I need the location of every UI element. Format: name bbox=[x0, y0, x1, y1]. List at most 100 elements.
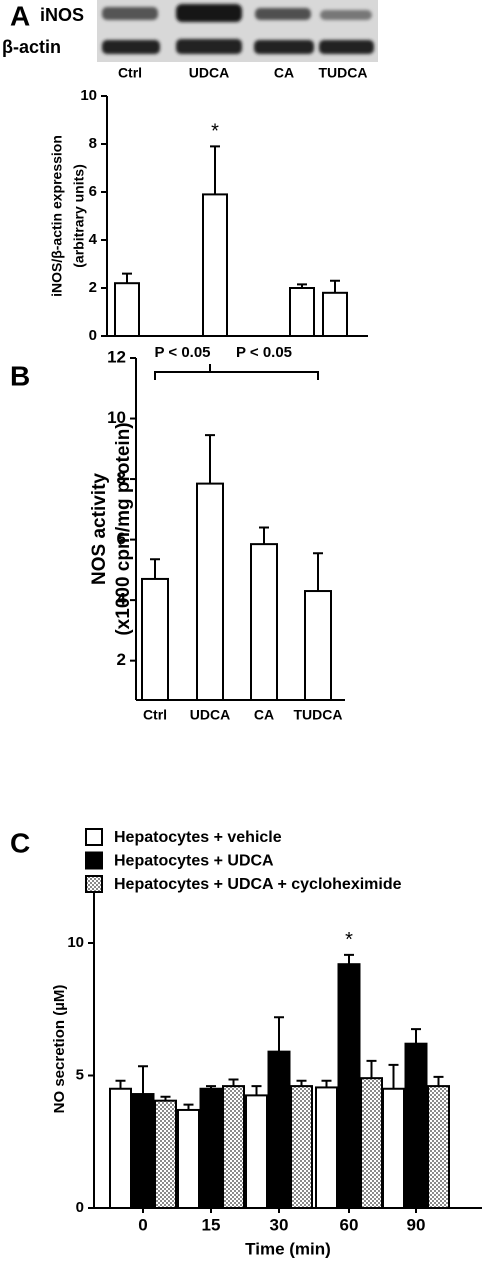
y-tick-label: 4 bbox=[89, 231, 98, 248]
x-tick-label: UDCA bbox=[189, 65, 229, 81]
error-bar bbox=[206, 1085, 216, 1089]
y-tick-label: 5 bbox=[76, 1066, 84, 1083]
blot-band bbox=[254, 40, 314, 54]
bar bbox=[245, 1094, 268, 1209]
panel-label: C bbox=[10, 827, 30, 858]
x-tick-label: CA bbox=[274, 65, 294, 81]
y-axis-label: NO secretion (µM) bbox=[51, 985, 68, 1114]
bar bbox=[141, 577, 169, 701]
x-axis-label: Time (min) bbox=[245, 1239, 331, 1258]
error-bar bbox=[433, 1075, 444, 1087]
significance-label: P < 0.05 bbox=[154, 344, 210, 361]
significance-label: P < 0.05 bbox=[236, 344, 292, 361]
error-bar bbox=[259, 526, 269, 545]
panel-label: B bbox=[10, 360, 30, 391]
legend-label: Hepatocytes + UDCA + cycloheximide bbox=[114, 876, 402, 893]
y-tick-label: 12 bbox=[107, 347, 126, 366]
blot-band bbox=[176, 4, 242, 22]
y-axis-label: iNOS/β-actin expression bbox=[49, 135, 65, 297]
x-tick-label: 15 bbox=[202, 1215, 221, 1234]
error-bar bbox=[388, 1063, 399, 1089]
y-tick-label: 6 bbox=[89, 183, 97, 200]
bar bbox=[154, 1099, 177, 1210]
bar bbox=[196, 482, 224, 701]
bar bbox=[290, 1085, 313, 1209]
bar bbox=[322, 291, 348, 337]
error-bar bbox=[183, 1103, 194, 1110]
error-bar bbox=[115, 1079, 126, 1089]
error-bar bbox=[366, 1059, 377, 1079]
x-tick-label: 90 bbox=[407, 1215, 426, 1234]
error-bar bbox=[344, 953, 354, 965]
y-tick-label: 2 bbox=[89, 279, 97, 296]
error-bar bbox=[210, 145, 220, 195]
bar bbox=[250, 543, 278, 702]
bar bbox=[222, 1085, 245, 1209]
blot-band bbox=[176, 39, 242, 54]
y-tick-label: 10 bbox=[67, 934, 84, 951]
significance-marker: * bbox=[345, 929, 353, 951]
bar bbox=[199, 1087, 223, 1209]
x-tick-label: 30 bbox=[270, 1215, 289, 1234]
x-tick-label: 0 bbox=[138, 1215, 147, 1234]
bracket bbox=[154, 364, 319, 380]
bar bbox=[202, 193, 228, 337]
legend-label: Hepatocytes + UDCA bbox=[114, 853, 274, 870]
blot bbox=[97, 0, 378, 62]
bar bbox=[404, 1042, 428, 1209]
bar bbox=[289, 287, 315, 337]
legend-label: Hepatocytes + vehicle bbox=[114, 829, 282, 846]
bar bbox=[304, 590, 332, 701]
error-bar bbox=[321, 1079, 332, 1088]
bar bbox=[109, 1087, 132, 1209]
error-bar bbox=[228, 1078, 239, 1087]
bar bbox=[131, 1093, 155, 1210]
significance-marker: * bbox=[211, 121, 219, 143]
y-tick-label: 0 bbox=[89, 327, 97, 344]
bar bbox=[315, 1086, 338, 1210]
y-tick-label: 6 bbox=[117, 529, 126, 548]
blot-label: β-actin bbox=[2, 37, 61, 57]
y-tick-label: 8 bbox=[117, 469, 126, 488]
bar bbox=[360, 1077, 383, 1210]
bar bbox=[114, 282, 140, 338]
panel-label: A bbox=[10, 0, 30, 31]
error-bar bbox=[251, 1085, 262, 1096]
bar bbox=[267, 1050, 291, 1210]
blot-band bbox=[102, 7, 158, 20]
x-tick-label: UDCA bbox=[190, 707, 230, 723]
error-bar bbox=[297, 283, 307, 288]
legend-swatch bbox=[85, 875, 103, 893]
error-bar bbox=[330, 279, 340, 293]
x-tick-label: TUDCA bbox=[294, 707, 343, 723]
x-tick-label: TUDCA bbox=[319, 65, 368, 81]
error-bar bbox=[138, 1065, 148, 1095]
y-tick-label: 8 bbox=[89, 135, 97, 152]
x-tick-label: CA bbox=[254, 707, 274, 723]
blot-band bbox=[102, 40, 160, 54]
x-tick-label: 60 bbox=[340, 1215, 359, 1234]
blot-band bbox=[320, 10, 372, 20]
x-tick-label: Ctrl bbox=[118, 65, 142, 81]
y-axis-label: (arbitrary units) bbox=[71, 164, 87, 267]
y-tick-label: 4 bbox=[117, 590, 127, 609]
y-tick-label: 0 bbox=[76, 1199, 84, 1216]
error-bar bbox=[150, 558, 160, 579]
blot-label: iNOS bbox=[40, 5, 84, 25]
y-tick-label: 10 bbox=[80, 87, 97, 104]
y-axis-label: (x1000 cpm/mg protein) bbox=[113, 422, 134, 635]
y-tick-label: 10 bbox=[107, 408, 126, 427]
error-bar bbox=[274, 1016, 284, 1052]
blot-band bbox=[255, 8, 311, 20]
bar bbox=[382, 1087, 405, 1209]
error-bar bbox=[411, 1028, 421, 1044]
error-bar bbox=[205, 434, 215, 484]
y-axis-label: NOS activity bbox=[89, 473, 110, 585]
legend-swatch bbox=[85, 828, 103, 846]
error-bar bbox=[296, 1079, 307, 1087]
error-bar bbox=[122, 272, 132, 284]
error-bar bbox=[313, 552, 323, 592]
x-tick-label: Ctrl bbox=[143, 707, 167, 723]
error-bar bbox=[160, 1095, 171, 1101]
